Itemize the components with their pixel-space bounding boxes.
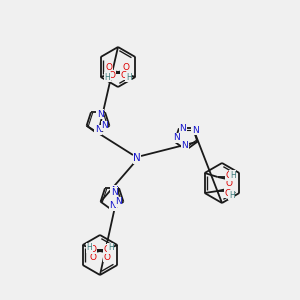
Text: N: N	[192, 126, 198, 135]
Text: N: N	[180, 124, 186, 133]
Text: O: O	[224, 181, 231, 190]
Text: H: H	[108, 244, 114, 253]
Text: O: O	[103, 244, 110, 253]
Text: N: N	[111, 188, 117, 197]
Text: O: O	[224, 188, 231, 197]
Text: H: H	[104, 73, 110, 82]
Text: N: N	[110, 202, 116, 211]
Text: N: N	[115, 197, 122, 206]
Text: O: O	[109, 70, 116, 80]
Text: H: H	[230, 170, 236, 179]
Text: N: N	[101, 121, 108, 130]
Text: H: H	[229, 190, 235, 200]
Text: H: H	[86, 244, 92, 253]
Text: O: O	[120, 70, 127, 80]
Text: O: O	[90, 244, 97, 253]
Text: N: N	[133, 153, 141, 163]
Text: O: O	[90, 253, 97, 262]
Text: O: O	[122, 62, 129, 71]
Text: O: O	[225, 172, 232, 181]
Text: O: O	[225, 179, 232, 188]
Text: N: N	[182, 142, 188, 151]
Text: N: N	[111, 186, 117, 195]
Text: N: N	[94, 125, 101, 134]
Text: N: N	[173, 133, 180, 142]
Text: O: O	[106, 62, 113, 71]
Text: H: H	[126, 73, 132, 82]
Text: O: O	[103, 253, 110, 262]
Text: N: N	[97, 110, 104, 119]
